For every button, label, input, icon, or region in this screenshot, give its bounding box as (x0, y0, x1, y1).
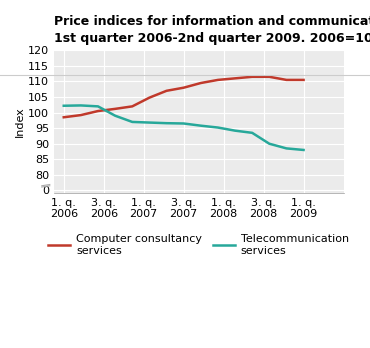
Computer consultancy
services (113, 107, 117, 111)
Computer consultancy
services (250, 75, 255, 79)
Telecommunication
services (113, 114, 117, 118)
Legend: Computer consultancy
services, Telecommunication
services: Computer consultancy services, Telecommu… (44, 230, 353, 260)
Telecommunication
services (147, 120, 152, 125)
Computer consultancy
services (216, 78, 220, 82)
Telecommunication
services (233, 128, 237, 133)
Computer consultancy
services (130, 104, 134, 109)
Telecommunication
services (79, 103, 83, 108)
Computer consultancy
services (79, 113, 83, 117)
Telecommunication
services (130, 120, 134, 124)
Line: Computer consultancy
services: Computer consultancy services (64, 77, 303, 117)
Telecommunication
services (96, 104, 100, 109)
Telecommunication
services (181, 121, 186, 126)
Computer consultancy
services (61, 115, 66, 119)
Telecommunication
services (250, 131, 255, 135)
Telecommunication
services (61, 104, 66, 108)
Telecommunication
services (284, 146, 289, 150)
Y-axis label: Index: Index (15, 106, 25, 137)
Telecommunication
services (216, 125, 220, 129)
Telecommunication
services (301, 148, 306, 152)
Computer consultancy
services (164, 89, 169, 93)
Telecommunication
services (164, 121, 169, 125)
Computer consultancy
services (267, 75, 272, 79)
Computer consultancy
services (284, 78, 289, 82)
Computer consultancy
services (199, 81, 203, 85)
Computer consultancy
services (147, 96, 152, 100)
Line: Telecommunication
services: Telecommunication services (64, 105, 303, 150)
Telecommunication
services (199, 124, 203, 128)
Computer consultancy
services (301, 78, 306, 82)
Computer consultancy
services (181, 86, 186, 90)
Telecommunication
services (267, 142, 272, 146)
Text: Price indices for information and communication.
1st quarter 2006-2nd quarter 20: Price indices for information and commun… (54, 15, 370, 45)
Computer consultancy
services (96, 109, 100, 113)
Computer consultancy
services (233, 76, 237, 80)
